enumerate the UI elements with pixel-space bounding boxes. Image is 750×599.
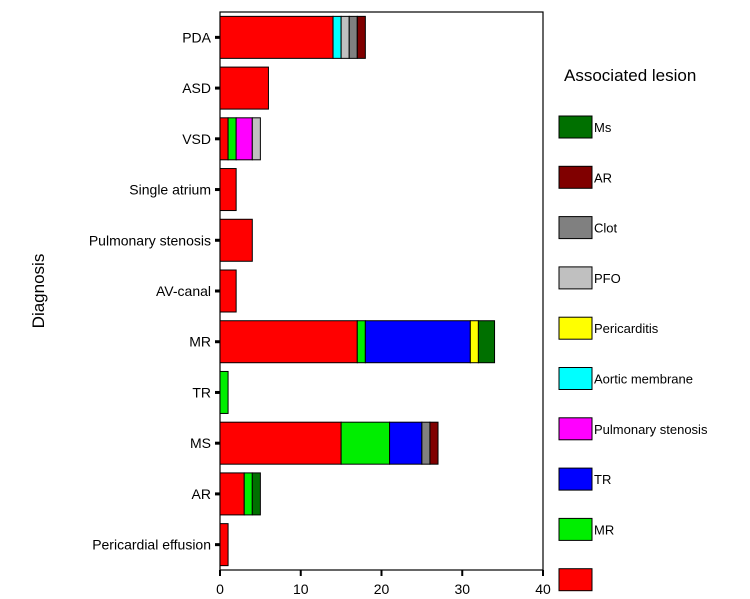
bar-segment: [332, 15, 342, 59]
legend-label: Aortic membrane: [594, 372, 693, 387]
legend-swatch: [558, 115, 593, 139]
bar-segment: [340, 15, 350, 59]
bar-segment: [477, 320, 496, 364]
bar-segment: [340, 421, 391, 465]
legend-label: Pericarditis: [594, 321, 659, 336]
x-tick-label: 30: [454, 581, 470, 597]
legend-title: Associated lesion: [564, 66, 696, 85]
bars-layer: [219, 15, 496, 567]
y-tick-label: AV-canal: [156, 283, 211, 299]
x-tick-label: 10: [293, 581, 309, 597]
legend-label: MR: [594, 522, 614, 537]
bar-segment: [219, 523, 229, 567]
legend-swatch: [558, 367, 593, 390]
bar-segment: [348, 15, 358, 59]
x-tick-label: 20: [374, 581, 390, 597]
x-axis: 0 10 20 30 40: [216, 570, 551, 597]
x-tick-label: 0: [216, 581, 224, 597]
bar-segment: [356, 320, 366, 364]
bar-segment: [219, 421, 342, 465]
legend-label: Ms: [594, 120, 612, 135]
legend-label: PFO: [594, 271, 621, 286]
bar-segment: [219, 472, 245, 516]
y-tick-label: Pulmonary stenosis: [89, 232, 211, 248]
legend-label: Clot: [594, 221, 618, 236]
x-tick-label: 40: [535, 581, 551, 597]
y-tick-label: ASD: [182, 80, 211, 96]
y-axis: PDA ASD VSD Single atrium Pulmonary stenosis…: [89, 29, 220, 553]
legend-label: TR: [594, 472, 611, 487]
y-tick-label: AR: [192, 486, 211, 502]
legend-swatch: [558, 266, 593, 290]
bar-segment: [429, 421, 439, 465]
y-tick-label: PDA: [182, 29, 211, 45]
legend-swatch: [558, 467, 593, 491]
bar-segment: [421, 421, 431, 465]
y-tick-label: MS: [190, 435, 211, 451]
legend-swatch: [558, 316, 593, 340]
legend-swatch: [558, 165, 593, 189]
legend-swatch: [558, 417, 593, 441]
bar-segment: [219, 168, 237, 212]
bar-segment: [219, 320, 358, 364]
bar-segment: [251, 472, 261, 516]
bar-segment: [219, 15, 334, 59]
legend-label: Pulmonary stenosis: [594, 422, 708, 437]
y-axis-title: Diagnosis: [29, 254, 48, 329]
legend-label: AR: [594, 170, 612, 185]
legend-swatch: [558, 216, 593, 240]
bar-segment: [469, 320, 479, 364]
y-tick-label: Single atrium: [129, 182, 211, 198]
y-tick-label: VSD: [182, 131, 211, 147]
bar-segment: [364, 320, 471, 364]
bar-segment: [356, 15, 366, 59]
legend-swatch: [558, 517, 593, 541]
y-tick-label: Pericardial effusion: [92, 537, 211, 553]
bar-segment: [227, 117, 237, 161]
legend: Ms AR Clot PFO Pericarditis Aortic membrane Pu…: [558, 115, 708, 592]
bar-segment: [219, 66, 269, 110]
legend-swatch: [558, 568, 593, 592]
y-tick-label: TR: [192, 384, 211, 400]
bar-segment: [235, 117, 253, 161]
bar-segment: [243, 472, 253, 516]
y-tick-label: MR: [189, 334, 211, 350]
bar-segment: [219, 370, 229, 414]
plot-area: [219, 11, 544, 571]
bar-segment: [219, 218, 253, 262]
bar-segment: [219, 117, 229, 161]
bar-segment: [219, 269, 237, 313]
bar-segment: [251, 117, 261, 161]
bar-segment: [389, 421, 423, 465]
